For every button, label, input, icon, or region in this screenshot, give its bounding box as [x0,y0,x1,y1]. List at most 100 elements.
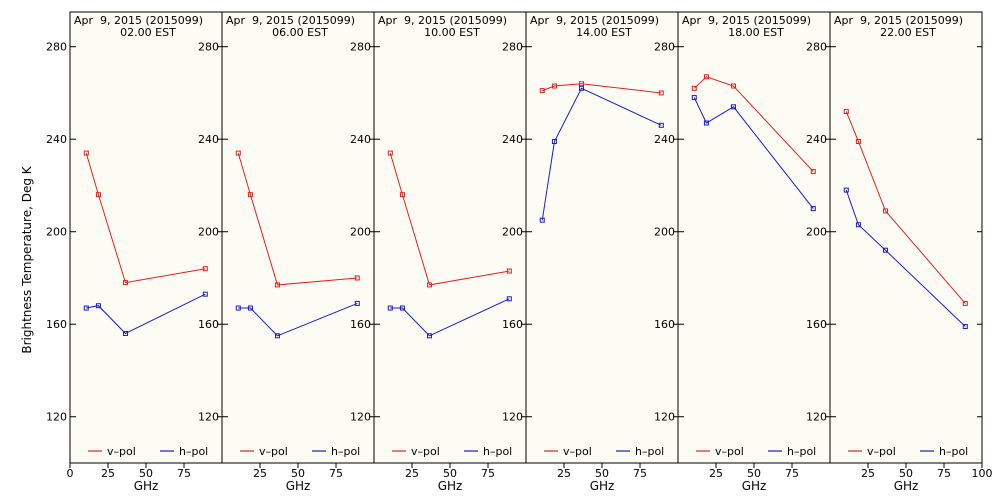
data-point [578,85,584,91]
legend-label: v–pol [715,445,744,458]
data-point [658,122,664,128]
chart-panels: Apr 9, 2015 (2015099)02.00 EST1201602002… [46,11,993,493]
y-tick-label: 280 [46,41,67,54]
y-tick-label: 200 [198,226,219,239]
series-line [389,152,510,286]
x-tick-label: 25 [861,467,875,480]
panel-frame [373,11,527,464]
legend-label: v–pol [563,445,592,458]
data-point [658,90,664,96]
legend-label: v–pol [867,445,896,458]
x-tick-label: 50 [291,467,305,480]
y-tick-label: 200 [46,226,67,239]
y-tick-label: 280 [350,41,371,54]
data-point [843,108,849,114]
y-tick-label: 240 [46,133,67,146]
x-tick-label: 75 [329,467,343,480]
data-point [426,282,432,288]
legend-label: h–pol [331,445,360,458]
x-axis-label: GHz [286,479,311,493]
panel-title: Apr 9, 2015 (2015099) [74,14,203,27]
data-point [247,192,253,198]
legend-label: h–pol [787,445,816,458]
legend-label: v–pol [411,445,440,458]
chart-panel: Apr 9, 2015 (2015099)14.00 EST 120 160 200 2… [502,11,679,493]
x-tick-label: 50 [899,467,913,480]
legend-label: v–pol [107,445,136,458]
data-point [202,291,208,297]
panel-frame [677,11,831,464]
data-point [855,222,861,228]
data-point [122,330,128,336]
data-point [691,85,697,91]
data-point [703,120,709,126]
legend-label: h–pol [483,445,512,458]
y-tick-label: 120 [198,411,219,424]
data-point [810,169,816,175]
y-tick-label: 120 [806,411,827,424]
data-point [426,333,432,339]
data-point [247,305,253,311]
y-tick-label: 240 [350,133,371,146]
y-tick-label: 200 [806,226,827,239]
data-point [730,104,736,110]
y-tick-label: 120 [502,411,523,424]
x-tick-label: 75 [937,467,951,480]
data-point [387,305,393,311]
y-tick-label: 280 [806,41,827,54]
chart-panel: Apr 9, 2015 (2015099)22.00 EST 120 160 200 2… [806,11,993,493]
data-point [691,95,697,101]
data-point [730,83,736,89]
data-point [506,296,512,302]
y-tick-label: 280 [502,41,523,54]
data-point [354,300,360,306]
y-tick-label: 160 [350,318,371,331]
data-point [703,74,709,80]
series-line [693,97,814,209]
panel-title: Apr 9, 2015 (2015099) [530,14,659,27]
y-tick-label: 120 [46,411,67,424]
chart-panel: Apr 9, 2015 (2015099)10.00 EST 120 160 200 2… [350,11,527,493]
data-point [122,280,128,286]
x-tick-label: 0 [67,467,74,480]
legend-label: h–pol [635,445,664,458]
y-axis-label: Brightness Temperature, Deg K [20,165,34,353]
data-point [539,88,545,94]
data-point [506,268,512,274]
y-tick-label: 160 [806,318,827,331]
data-point [274,333,280,339]
data-point [202,266,208,272]
x-tick-label: 75 [633,467,647,480]
legend-label: h–pol [179,445,208,458]
data-point [95,192,101,198]
data-point [551,83,557,89]
data-point [578,81,584,87]
panel-subtitle: 22.00 EST [880,26,936,39]
series-line [542,83,662,94]
panel-title: Apr 9, 2015 (2015099) [378,14,507,27]
legend-label: h–pol [939,445,968,458]
series-line [390,298,510,337]
series-line [85,152,206,284]
chart-panel: Apr 9, 2015 (2015099)18.00 EST 120 160 200 2… [654,11,831,493]
x-tick-label: 50 [443,467,457,480]
y-tick-label: 200 [654,226,675,239]
y-tick-label: 160 [198,318,219,331]
series-line [238,302,358,337]
series-line [541,87,662,221]
x-axis-label: GHz [134,479,159,493]
panel-title: Apr 9, 2015 (2015099) [682,14,811,27]
y-tick-label: 160 [46,318,67,331]
x-axis-label: GHz [742,479,767,493]
data-point [962,324,968,330]
x-tick-label: 75 [785,467,799,480]
x-tick-label: 50 [747,467,761,480]
x-tick-label: 75 [177,467,191,480]
data-point [843,187,849,193]
data-point [95,303,101,309]
data-point [83,150,89,156]
panel-title: Apr 9, 2015 (2015099) [834,14,963,27]
data-point [399,305,405,311]
x-tick-label: 25 [253,467,267,480]
